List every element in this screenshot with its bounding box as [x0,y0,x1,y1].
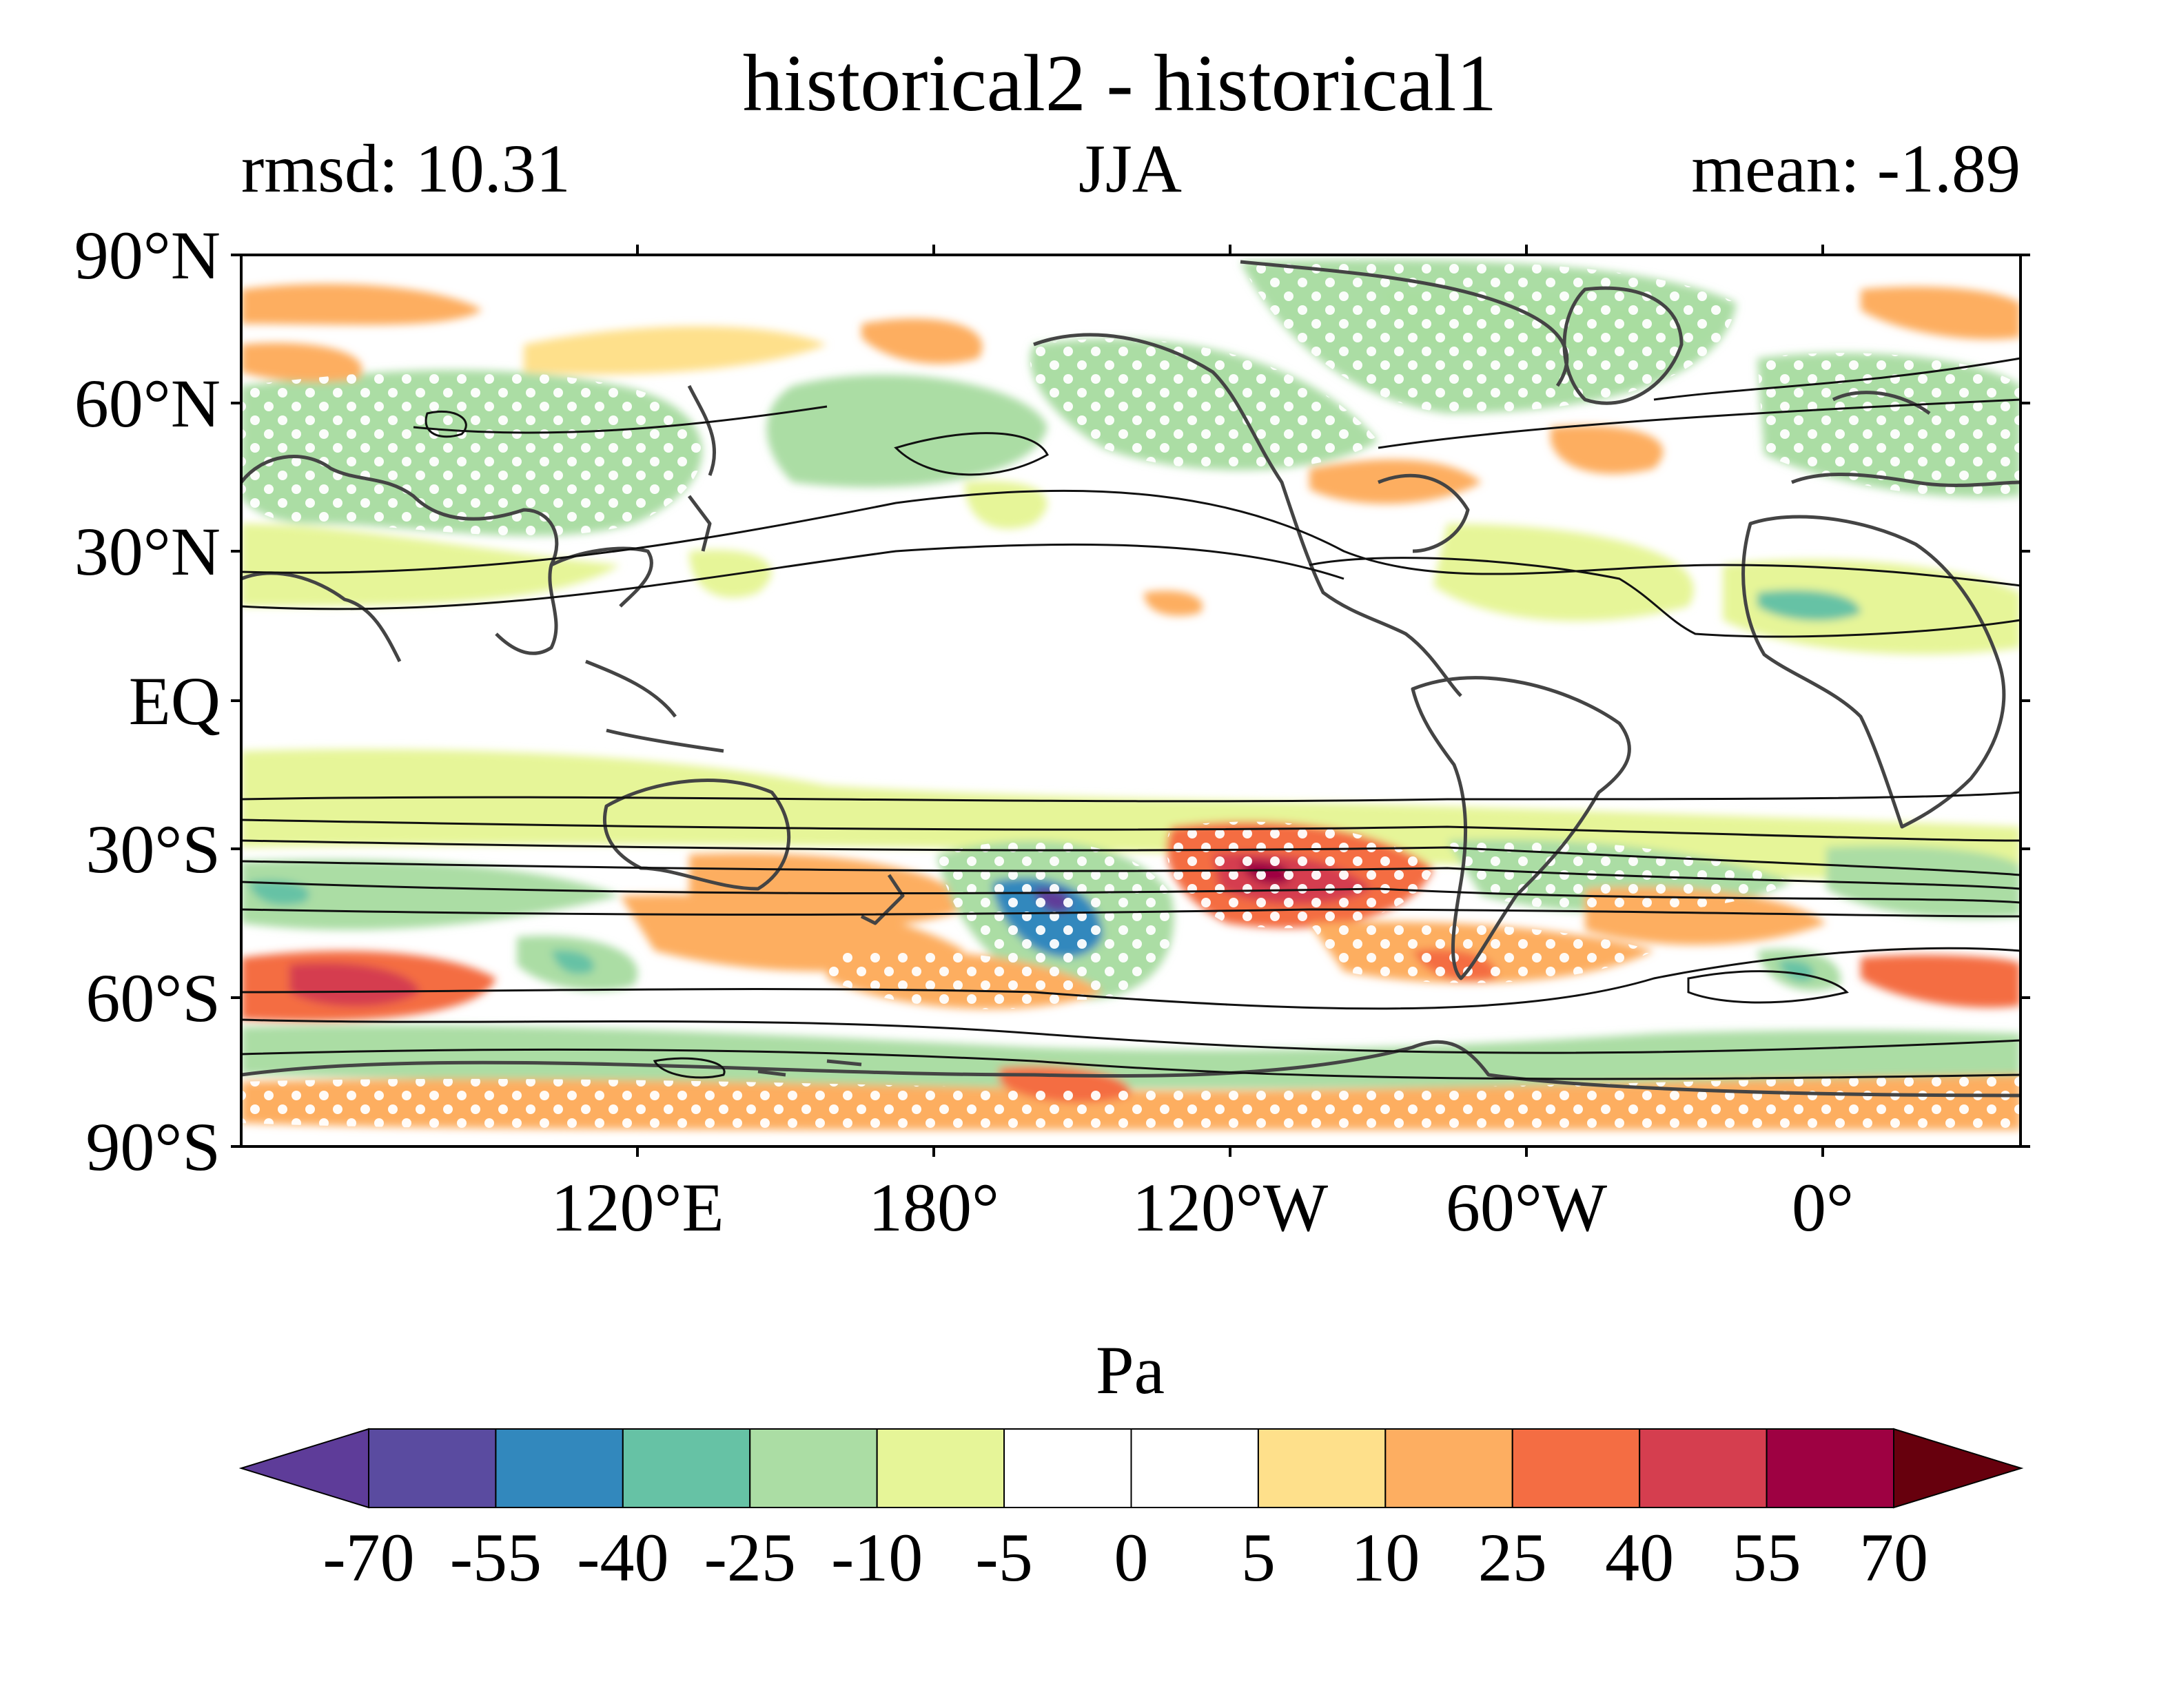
colorbar-tick-label: 10 [1351,1519,1420,1596]
contour-lines [241,357,2021,1080]
coastlines [241,260,2021,1098]
lon-label: 120°W [1132,1169,1329,1246]
colorbar-swatch [876,1428,1005,1508]
map-panel [241,255,2021,1146]
lat-label: 90°N [74,217,221,294]
colorbar-swatch [1766,1428,1894,1508]
colorbar-label: Pa [1096,1332,1165,1408]
colorbar-swatch [622,1428,751,1508]
colorbar-swatch [368,1428,497,1508]
colorbar-tick-label: -10 [831,1519,923,1596]
rmsd-stat: rmsd: 10.31 [241,130,571,207]
lon-label: 120°E [551,1169,724,1246]
lat-label: 90°S [85,1109,221,1185]
figure-title: historical2 - historical1 [743,38,1497,128]
colorbar-tick-label: 55 [1732,1519,1801,1596]
lat-label: 60°N [74,365,221,442]
colorbar-swatch [1639,1428,1768,1508]
axis-ticks [231,245,2030,1157]
lon-label: 180° [868,1169,999,1246]
latitude-labels: 90°N 60°N 30°N EQ 30°S 60°S 90°S [74,217,221,1185]
colorbar-swatch [1257,1428,1387,1508]
lon-label: 60°W [1446,1169,1608,1246]
colorbar-tick-label: -25 [704,1519,796,1596]
colorbar-swatch [749,1428,878,1508]
colorbar-tick-label: -5 [975,1519,1032,1596]
colorbar-extend-high [1893,1428,2024,1509]
lat-label: EQ [129,663,221,739]
colorbar-swatch [1384,1428,1513,1508]
colorbar-tick-label: 70 [1859,1519,1928,1596]
lat-label: 30°N [74,513,221,590]
colorbar-tick-label: 25 [1478,1519,1547,1596]
lat-label: 60°S [85,960,221,1036]
colorbar-tick-labels: -70 -55 -40 -25 -10 -5 0 5 10 25 40 55 70 [323,1519,1928,1596]
mean-stat: mean: -1.89 [1691,130,2021,207]
colorbar-swatch [1511,1428,1641,1508]
colorbar-swatch [1003,1428,1132,1508]
colorbar-swatch [1130,1428,1259,1508]
lat-label: 30°S [85,811,221,887]
lon-label: 0° [1792,1169,1854,1246]
colorbar-tick-label: 40 [1605,1519,1674,1596]
colorbar-tick-label: 5 [1241,1519,1276,1596]
colorbar [238,1428,2024,1509]
colorbar-swatch [495,1428,624,1508]
season-label: JJA [1078,130,1182,207]
colorbar-tick-label: -70 [323,1519,414,1596]
colorbar-tick-label: -55 [450,1519,542,1596]
colorbar-tick-label: 0 [1114,1519,1149,1596]
colorbar-tick-label: -40 [577,1519,668,1596]
longitude-labels: 120°E 180° 120°W 60°W 0° [551,1169,1854,1246]
colorbar-extend-low [238,1428,369,1509]
